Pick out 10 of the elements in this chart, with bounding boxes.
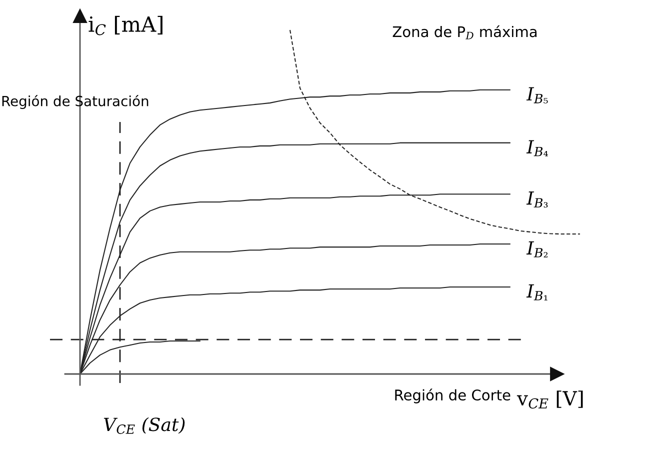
x-axis-title: v$_{CE}$ [V]	[516, 390, 583, 409]
series-label: I$_{B₁}$	[526, 284, 548, 300]
series-label: I$_{B₅}$	[526, 87, 548, 104]
series-label: I$_{B₃}$	[526, 191, 548, 208]
series-label: I$_{B₄}$	[526, 140, 548, 156]
y-axis-title: i$_{C}$ [mA]	[88, 16, 162, 36]
text: Región de Corte	[395, 388, 510, 404]
text: V$_{CE}$ (Sat)	[104, 417, 185, 434]
series-label: I$_{B₂}$	[526, 241, 548, 258]
annotation: Zona de P$_{D}$ máxima	[392, 25, 537, 40]
